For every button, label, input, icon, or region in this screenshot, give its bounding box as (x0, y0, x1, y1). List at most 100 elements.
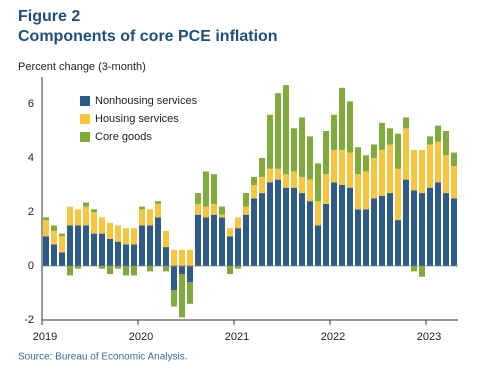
bar-segment (67, 225, 73, 266)
bar-segment (67, 206, 73, 226)
bar-segment (363, 171, 369, 210)
bar-segment (147, 225, 153, 266)
bar-segment (219, 217, 225, 266)
bar-segment (339, 185, 345, 266)
bar-segment (323, 203, 329, 266)
bar-segment (243, 193, 249, 207)
bar-segment (371, 158, 377, 199)
bar-segment (443, 131, 449, 156)
bar-segment (275, 93, 281, 169)
bar-segment (379, 149, 385, 196)
bar-segment (219, 214, 225, 218)
bar-segment (227, 228, 233, 237)
bar-segment (307, 201, 313, 266)
bar-segment (451, 152, 457, 167)
bar-segment (315, 163, 321, 202)
bar-segment (411, 149, 417, 191)
bar-segment (259, 158, 265, 177)
bar-segment (43, 236, 49, 266)
bar-segment (387, 128, 393, 145)
bar-segment (355, 147, 361, 175)
bar-segment (379, 195, 385, 266)
y-tick-label: 6 (28, 98, 34, 110)
bar-segment (195, 193, 201, 204)
bar-segment (403, 117, 409, 129)
bar-segment (43, 217, 49, 221)
bar-segment (427, 187, 433, 266)
bar-segment (179, 266, 185, 275)
bar-segment (131, 266, 137, 276)
bar-segment (395, 220, 401, 266)
legend-label: Housing services (95, 113, 179, 125)
bar-segment (59, 236, 65, 253)
legend-swatch (80, 96, 90, 106)
bar-segment (339, 87, 345, 150)
bar-segment (179, 249, 185, 266)
bar-segment (427, 136, 433, 145)
bar-segment (451, 166, 457, 199)
bar-segment (43, 220, 49, 237)
bar-segment (59, 252, 65, 266)
bar-segment (91, 212, 97, 234)
bar-segment (235, 228, 241, 266)
bar-segment (331, 149, 337, 183)
bar-segment (283, 187, 289, 266)
bar-segment (291, 171, 297, 188)
bar-segment (195, 203, 201, 215)
bar-segment (187, 266, 193, 283)
bar-segment (171, 249, 177, 266)
bar-segment (227, 236, 233, 266)
bar-segment (99, 266, 105, 269)
bar-segment (251, 176, 257, 185)
bar-segment (179, 274, 185, 318)
x-tick-label: 2019 (33, 331, 57, 343)
source: Source: Bureau of Economic Analysis. (18, 352, 188, 363)
y-tick-label: 0 (28, 260, 34, 272)
bar-segment (379, 122, 385, 150)
bar-segment (91, 233, 97, 266)
bar-segment (435, 125, 441, 142)
bar-segment (387, 144, 393, 194)
bar-segment (243, 206, 249, 215)
bar-segment (371, 198, 377, 266)
bar-segment (315, 225, 321, 266)
legend-swatch (80, 132, 90, 142)
bar-segment (211, 214, 217, 266)
bar-segment (131, 244, 137, 266)
bar-segment (123, 266, 129, 276)
bar-segment (171, 266, 177, 291)
bar-segment (171, 290, 177, 307)
bar-segment (307, 136, 313, 180)
bar-segment (347, 101, 353, 153)
bar-segment (355, 209, 361, 266)
bar-segment (347, 187, 353, 266)
figure-label: Figure 2 (18, 8, 80, 25)
bar-segment (235, 217, 241, 229)
bar-segment (451, 198, 457, 266)
bar-segment (323, 131, 329, 175)
bar-segment (155, 217, 161, 266)
bar-segment (291, 187, 297, 266)
bar-segment (51, 244, 57, 266)
bar-segment (99, 233, 105, 266)
bar-segment (411, 190, 417, 266)
bar-segment (83, 202, 89, 207)
bar-segment (211, 203, 217, 215)
bar-segment (203, 206, 209, 218)
bar-segment (107, 239, 113, 266)
bar-segment (323, 174, 329, 204)
bar-segment (347, 152, 353, 188)
bar-segment (155, 201, 161, 204)
y-tick-label: 4 (28, 152, 34, 164)
bar-segment (267, 114, 273, 169)
bar-segment (411, 266, 417, 272)
bar-segment (139, 206, 145, 210)
bar-segment (419, 193, 425, 266)
bar-segment (123, 244, 129, 266)
bar-segment (283, 85, 289, 175)
bar-segment (331, 114, 337, 150)
bar-segment (307, 179, 313, 202)
bar-segment (283, 174, 289, 188)
bar-segment (187, 249, 193, 266)
bar-segment (363, 155, 369, 172)
